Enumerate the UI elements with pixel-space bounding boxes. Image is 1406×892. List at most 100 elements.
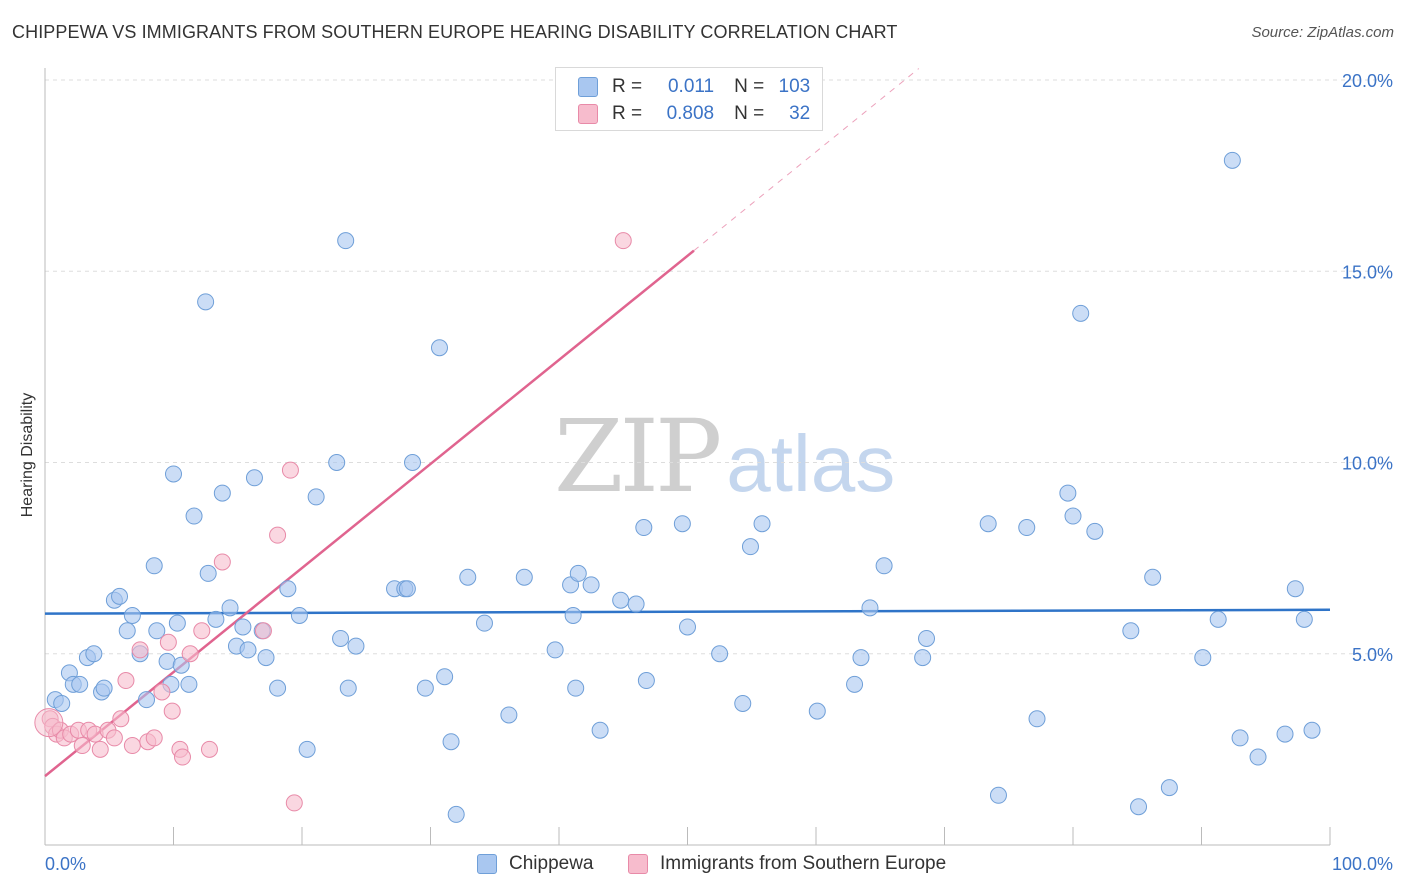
- immigrants-point: [281, 461, 299, 479]
- chippewa-point: [447, 805, 465, 823]
- chippewa-point: [989, 786, 1007, 804]
- chippewa-point: [918, 629, 936, 647]
- x-tick-label: 0.0%: [45, 854, 86, 874]
- chippewa-point: [180, 675, 198, 693]
- immigrants-point: [112, 710, 130, 728]
- n-label: N =: [734, 76, 765, 97]
- chippewa-point: [165, 465, 182, 483]
- chippewa-point: [546, 641, 564, 659]
- axes: [44, 68, 1331, 846]
- n-value: 103: [778, 76, 811, 97]
- immigrants-point: [193, 622, 211, 640]
- chippewa-point: [1286, 580, 1304, 598]
- chippewa-point: [213, 484, 231, 502]
- immigrants-point: [213, 553, 231, 571]
- chippewa-point: [1122, 622, 1140, 640]
- chippewa-point: [71, 675, 89, 693]
- immigrants-point: [153, 683, 171, 701]
- chippewa-point: [852, 649, 870, 667]
- chippewa-point: [861, 599, 879, 617]
- stats-legend: R = 0.011 N = 103 R = 0.808 N = 32: [555, 67, 823, 131]
- chippewa-point: [1194, 649, 1212, 667]
- chippewa-point: [328, 454, 346, 471]
- y-tick-label: 10.0%: [1342, 454, 1393, 474]
- chippewa-point: [1295, 610, 1313, 628]
- immigrants-legend-swatch: [628, 854, 648, 874]
- gridlines: [45, 79, 1390, 655]
- chippewa-point: [1059, 484, 1077, 502]
- chippewa-point: [197, 293, 215, 311]
- chippewa-point: [564, 607, 582, 624]
- chippewa-point: [398, 580, 416, 598]
- chippewa-point: [914, 649, 932, 667]
- chippewa-point: [1018, 519, 1036, 537]
- immigrants-point: [173, 748, 191, 766]
- chippewa-trend-line: [44, 608, 1331, 615]
- n-value: 32: [789, 103, 811, 124]
- chippewa-point: [1072, 304, 1090, 322]
- chippewa-point: [123, 607, 141, 624]
- y-tick-label: 20.0%: [1342, 71, 1393, 91]
- chippewa-point: [199, 564, 217, 582]
- immigrants-point: [123, 737, 141, 755]
- chippewa-point: [1064, 507, 1082, 525]
- chippewa-legend-swatch: [477, 854, 497, 874]
- chippewa-point: [347, 637, 365, 655]
- r-label: R =: [612, 103, 643, 124]
- stats-row-immigrants: R = 0.808 N = 32: [578, 102, 810, 126]
- chippewa-point: [1086, 522, 1104, 540]
- chippewa-point: [442, 733, 460, 751]
- chippewa-point: [172, 656, 190, 674]
- chippewa-point: [591, 721, 609, 739]
- chippewa-point: [711, 645, 729, 663]
- immigrants-trend-line: [44, 249, 695, 778]
- legend-item-immigrants: Immigrants from Southern Europe: [628, 852, 946, 876]
- chippewa-point: [741, 538, 759, 556]
- chippewa-point: [245, 469, 263, 487]
- tick-labels: 5.0% 10.0% 15.0% 20.0% 0.0% 100.0%: [45, 71, 1393, 874]
- immigrants-point: [117, 672, 135, 690]
- chippewa-point: [569, 564, 587, 582]
- chippewa-point: [307, 488, 325, 506]
- chippewa-point: [875, 557, 893, 575]
- immigrants-point: [181, 645, 199, 663]
- immigrants-point: [159, 633, 177, 651]
- chippewa-point: [339, 679, 357, 697]
- chippewa-point: [95, 679, 113, 697]
- chippewa-point: [290, 607, 308, 624]
- chippewa-point: [404, 454, 422, 471]
- chippewa-point: [1231, 729, 1249, 747]
- y-tick-label: 5.0%: [1352, 645, 1393, 665]
- chippewa-point: [515, 568, 533, 586]
- chippewa-point: [168, 614, 186, 632]
- chippewa-point: [979, 515, 997, 533]
- chippewa-point: [635, 519, 653, 537]
- y-tick-label: 15.0%: [1342, 262, 1393, 282]
- immigrants-point: [105, 729, 123, 747]
- chippewa-point: [846, 675, 864, 693]
- chippewa-point: [1303, 721, 1321, 739]
- chippewa-swatch: [578, 77, 598, 97]
- chippewa-point: [500, 706, 518, 724]
- chippewa-point: [53, 694, 71, 712]
- chippewa-point: [1144, 568, 1162, 586]
- chippewa-point: [1276, 725, 1294, 743]
- data-points: [34, 151, 1321, 823]
- immigrants-point: [200, 740, 218, 758]
- immigrants-swatch: [578, 104, 598, 124]
- legend-item-chippewa: Chippewa: [477, 852, 594, 876]
- legend-label-immigrants: Immigrants from Southern Europe: [660, 853, 947, 874]
- chippewa-point: [257, 649, 275, 667]
- r-value: 0.808: [666, 103, 715, 124]
- n-label: N =: [734, 103, 765, 124]
- chippewa-point: [85, 645, 103, 663]
- immigrants-point: [254, 622, 272, 640]
- chippewa-point: [679, 618, 696, 636]
- chippewa-point: [148, 622, 166, 640]
- chippewa-point: [234, 618, 252, 636]
- immigrants-point: [91, 740, 109, 758]
- immigrants-point: [131, 641, 149, 659]
- immigrants-point: [614, 232, 632, 250]
- chippewa-point: [436, 668, 454, 686]
- chippewa-point: [1160, 779, 1178, 797]
